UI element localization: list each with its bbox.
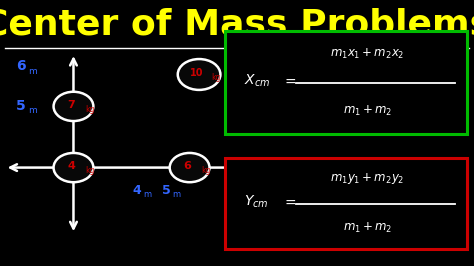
Ellipse shape bbox=[170, 153, 210, 182]
Text: m: m bbox=[28, 106, 37, 115]
Text: 4: 4 bbox=[133, 184, 141, 197]
Text: $Y_{cm}$: $Y_{cm}$ bbox=[244, 194, 269, 210]
Text: $m_1y_1 + m_2y_2$: $m_1y_1 + m_2y_2$ bbox=[330, 171, 404, 186]
Text: kg: kg bbox=[211, 73, 220, 82]
Text: 10: 10 bbox=[190, 68, 203, 78]
Text: kg: kg bbox=[85, 105, 95, 114]
FancyBboxPatch shape bbox=[225, 31, 467, 134]
FancyBboxPatch shape bbox=[225, 158, 467, 249]
Text: $m_1 + m_2$: $m_1 + m_2$ bbox=[343, 104, 392, 118]
Text: 4: 4 bbox=[67, 161, 75, 171]
Text: $=$: $=$ bbox=[282, 73, 297, 88]
Text: 5: 5 bbox=[16, 99, 26, 113]
Text: 5: 5 bbox=[162, 184, 171, 197]
Text: kg: kg bbox=[85, 166, 95, 175]
Text: m: m bbox=[173, 190, 181, 199]
Text: Center of Mass Problems: Center of Mass Problems bbox=[0, 8, 474, 42]
Text: 6: 6 bbox=[183, 161, 191, 171]
Text: 6: 6 bbox=[17, 60, 26, 73]
Text: kg: kg bbox=[201, 166, 211, 175]
Text: $m_1x_1 + m_2x_2$: $m_1x_1 + m_2x_2$ bbox=[330, 47, 404, 61]
Text: m: m bbox=[28, 67, 37, 76]
Text: 7: 7 bbox=[67, 100, 75, 110]
Ellipse shape bbox=[178, 59, 220, 90]
Ellipse shape bbox=[54, 153, 93, 182]
Text: m: m bbox=[143, 190, 151, 199]
Text: $X_{cm}$: $X_{cm}$ bbox=[244, 72, 270, 89]
Text: $=$: $=$ bbox=[282, 195, 297, 209]
Ellipse shape bbox=[54, 92, 93, 121]
Text: $m_1 + m_2$: $m_1 + m_2$ bbox=[343, 221, 392, 235]
